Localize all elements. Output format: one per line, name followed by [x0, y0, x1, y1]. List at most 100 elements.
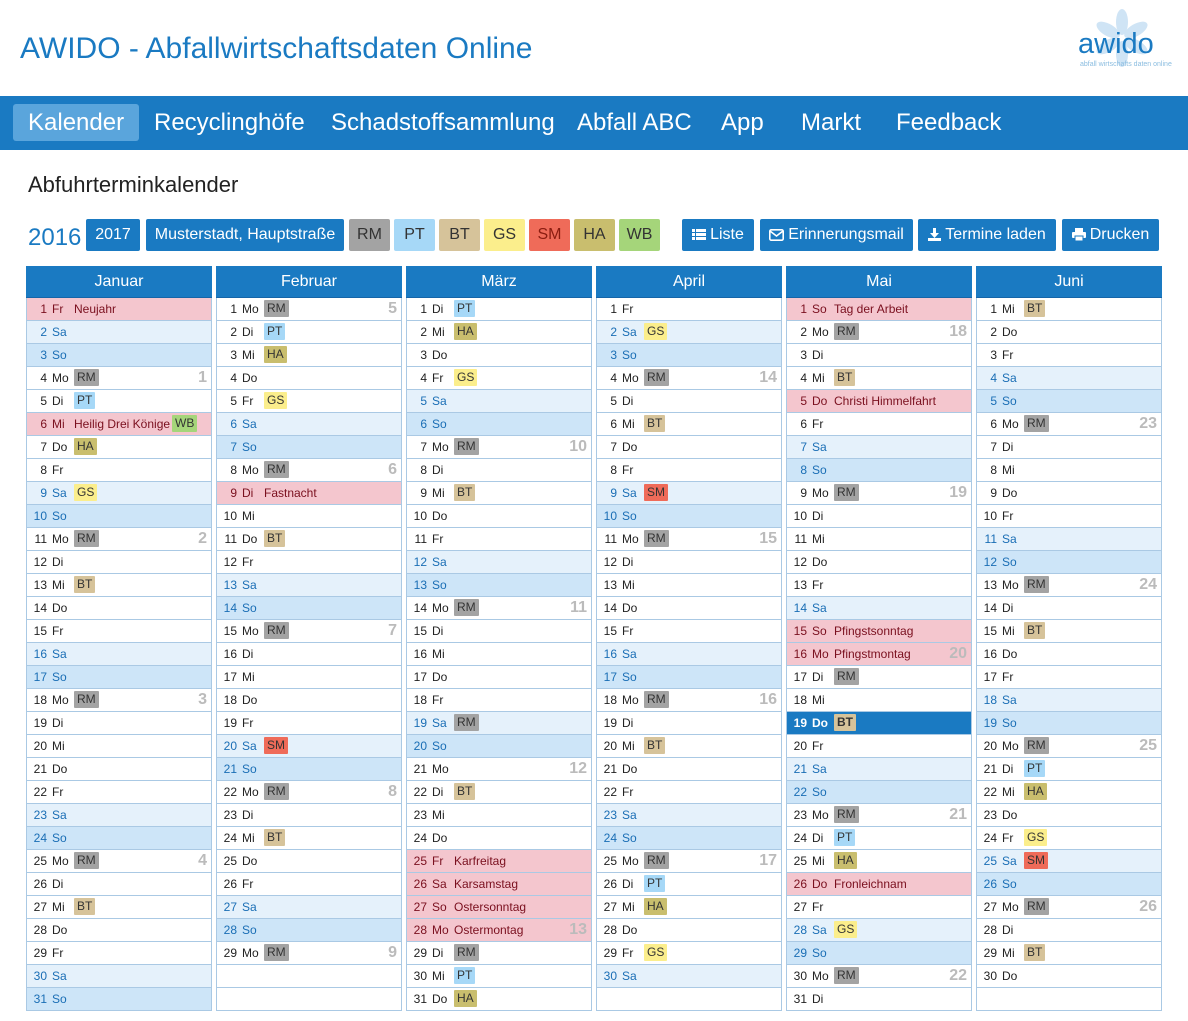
- day-row[interactable]: 31 Do HA: [406, 988, 592, 1011]
- pickup-badge-rm[interactable]: RM: [74, 530, 99, 547]
- day-row[interactable]: 1 Mo RM 5: [216, 298, 402, 321]
- nav-schadstoffsammlung[interactable]: Schadstoffsammlung: [331, 109, 555, 136]
- day-row[interactable]: 12 Di: [596, 551, 782, 574]
- pickup-badge-rm[interactable]: RM: [264, 300, 289, 317]
- pickup-badge-wb[interactable]: WB: [172, 415, 198, 432]
- day-row[interactable]: 25 Do: [216, 850, 402, 873]
- day-row[interactable]: 6 Mi Heilig Drei Könige WB: [26, 413, 212, 436]
- pickup-badge-rm[interactable]: RM: [834, 484, 859, 501]
- pickup-badge-pt[interactable]: PT: [834, 829, 856, 846]
- day-row[interactable]: 14 Do: [26, 597, 212, 620]
- pickup-badge-ha[interactable]: HA: [1024, 783, 1047, 800]
- day-row[interactable]: 2 Do: [976, 321, 1162, 344]
- pickup-badge-rm[interactable]: RM: [834, 668, 859, 685]
- day-row[interactable]: 25 Fr Karfreitag: [406, 850, 592, 873]
- day-row[interactable]: 25 Mi HA: [786, 850, 972, 873]
- day-row[interactable]: 16 Sa: [596, 643, 782, 666]
- day-row[interactable]: 25 Mo RM 17: [596, 850, 782, 873]
- day-row[interactable]: 19 So: [976, 712, 1162, 735]
- day-row[interactable]: 22 Mo RM 8: [216, 781, 402, 804]
- day-row[interactable]: 29 Mi BT: [976, 942, 1162, 965]
- day-row[interactable]: 19 Do BT: [786, 712, 972, 735]
- day-row[interactable]: 27 Mi HA: [596, 896, 782, 919]
- day-row[interactable]: 1 Fr Neujahr: [26, 298, 212, 321]
- nav-kalender[interactable]: Kalender: [13, 104, 140, 141]
- day-row[interactable]: 2 Mi HA: [406, 321, 592, 344]
- day-row[interactable]: 5 Fr GS: [216, 390, 402, 413]
- day-row[interactable]: 15 Mi BT: [976, 620, 1162, 643]
- day-row[interactable]: 6 Sa: [216, 413, 402, 436]
- day-row[interactable]: 14 Do: [596, 597, 782, 620]
- day-row[interactable]: 10 So: [596, 505, 782, 528]
- day-row[interactable]: 21 Do: [26, 758, 212, 781]
- pickup-badge-rm[interactable]: RM: [644, 369, 669, 386]
- day-row[interactable]: 15 Di: [406, 620, 592, 643]
- day-row[interactable]: 29 Fr GS: [596, 942, 782, 965]
- day-row[interactable]: 10 Fr: [976, 505, 1162, 528]
- day-row[interactable]: 9 Sa SM: [596, 482, 782, 505]
- day-row[interactable]: 13 Sa: [216, 574, 402, 597]
- day-row[interactable]: 14 Sa: [786, 597, 972, 620]
- day-row[interactable]: 22 So: [786, 781, 972, 804]
- pickup-badge-bt[interactable]: BT: [834, 369, 856, 386]
- day-row[interactable]: 5 Di PT: [26, 390, 212, 413]
- day-row[interactable]: 3 So: [596, 344, 782, 367]
- pickup-badge-rm[interactable]: RM: [454, 944, 479, 961]
- next-year-button[interactable]: 2017: [86, 219, 140, 251]
- day-row[interactable]: 11 Sa: [976, 528, 1162, 551]
- day-row[interactable]: 23 Di: [216, 804, 402, 827]
- pickup-badge-bt[interactable]: BT: [264, 530, 286, 547]
- day-row[interactable]: 9 Mo RM 19: [786, 482, 972, 505]
- day-row[interactable]: 27 Mi BT: [26, 896, 212, 919]
- pickup-badge-gs[interactable]: GS: [454, 369, 478, 386]
- legend-wb[interactable]: WB: [619, 219, 660, 251]
- print-button[interactable]: Drucken: [1062, 219, 1159, 251]
- day-row[interactable]: 27 Fr: [786, 896, 972, 919]
- day-row[interactable]: 29 Mo RM 9: [216, 942, 402, 965]
- day-row[interactable]: 20 Mi BT: [596, 735, 782, 758]
- day-row[interactable]: 26 Sa Karsamstag: [406, 873, 592, 896]
- day-row[interactable]: 22 Fr: [26, 781, 212, 804]
- day-row[interactable]: 18 Mi: [786, 689, 972, 712]
- awido-logo[interactable]: awido abfall wirtschafts daten online: [1070, 8, 1172, 70]
- day-row[interactable]: 7 Mo RM 10: [406, 436, 592, 459]
- day-row[interactable]: 18 Do: [216, 689, 402, 712]
- list-button[interactable]: Liste: [682, 219, 754, 251]
- pickup-badge-gs[interactable]: GS: [644, 944, 668, 961]
- pickup-badge-rm[interactable]: RM: [834, 806, 859, 823]
- day-row[interactable]: 15 Fr: [26, 620, 212, 643]
- day-row[interactable]: 31 So: [26, 988, 212, 1011]
- pickup-badge-rm[interactable]: RM: [74, 691, 99, 708]
- day-row[interactable]: 16 Mo Pfingstmontag 20: [786, 643, 972, 666]
- day-row[interactable]: 28 So: [216, 919, 402, 942]
- day-row[interactable]: 17 Do: [406, 666, 592, 689]
- day-row[interactable]: 9 Do: [976, 482, 1162, 505]
- pickup-badge-rm[interactable]: RM: [74, 369, 99, 386]
- pickup-badge-gs[interactable]: GS: [74, 484, 98, 501]
- day-row[interactable]: 21 Sa: [786, 758, 972, 781]
- pickup-badge-bt[interactable]: BT: [1024, 300, 1046, 317]
- day-row[interactable]: 21 Mo 12: [406, 758, 592, 781]
- nav-markt[interactable]: Markt: [801, 109, 861, 136]
- day-row[interactable]: 14 So: [216, 597, 402, 620]
- pickup-badge-rm[interactable]: RM: [1024, 737, 1049, 754]
- day-row[interactable]: 29 Fr: [26, 942, 212, 965]
- pickup-badge-rm[interactable]: RM: [74, 852, 99, 869]
- day-row[interactable]: 17 Mi: [216, 666, 402, 689]
- pickup-badge-pt[interactable]: PT: [454, 967, 476, 984]
- nav-recyclinghoefe[interactable]: Recyclinghöfe: [154, 109, 305, 136]
- day-row[interactable]: 24 Do: [406, 827, 592, 850]
- location-button[interactable]: Musterstadt, Hauptstraße: [146, 219, 344, 251]
- day-row[interactable]: 2 Mo RM 18: [786, 321, 972, 344]
- day-row[interactable]: 23 Mo RM 21: [786, 804, 972, 827]
- day-row[interactable]: 17 So: [26, 666, 212, 689]
- pickup-badge-rm[interactable]: RM: [264, 461, 289, 478]
- pickup-badge-gs[interactable]: GS: [644, 323, 668, 340]
- pickup-badge-pt[interactable]: PT: [454, 300, 476, 317]
- day-row[interactable]: 6 Mi BT: [596, 413, 782, 436]
- day-row[interactable]: 22 Di BT: [406, 781, 592, 804]
- day-row[interactable]: 7 Do: [596, 436, 782, 459]
- day-row[interactable]: 1 Mi BT: [976, 298, 1162, 321]
- day-row[interactable]: 26 Do Fronleichnam: [786, 873, 972, 896]
- day-row[interactable]: 22 Mi HA: [976, 781, 1162, 804]
